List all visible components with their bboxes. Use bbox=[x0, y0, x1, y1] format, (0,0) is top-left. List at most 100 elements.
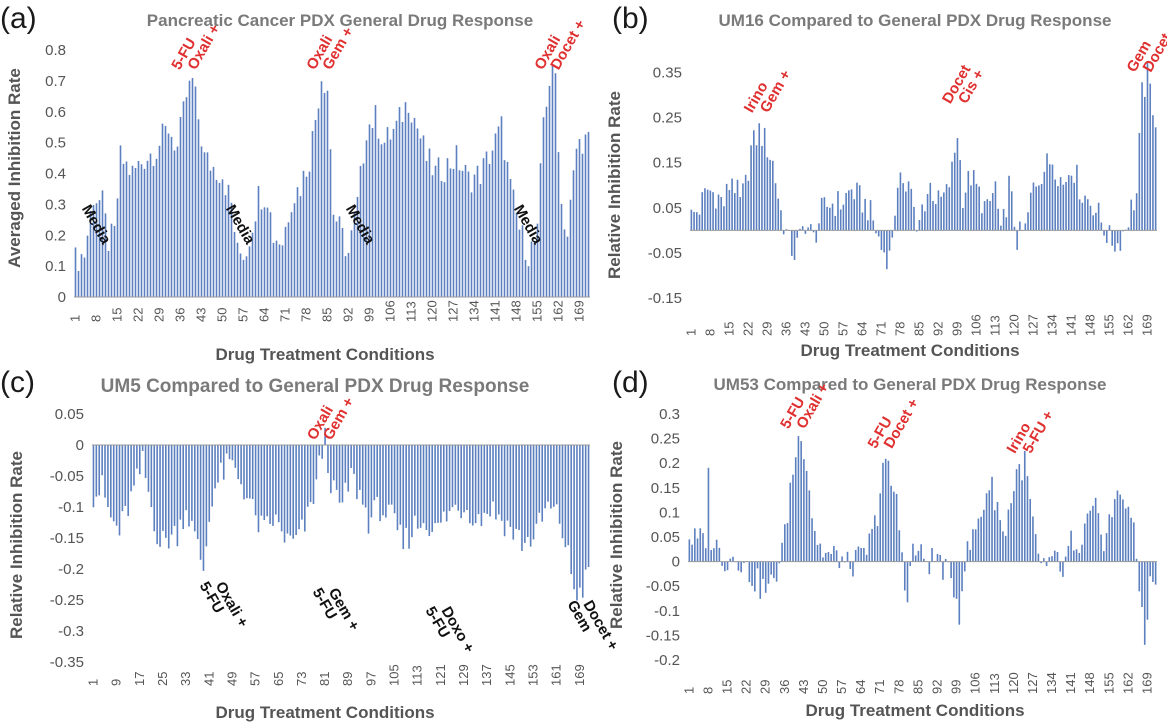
panel-c-bar bbox=[130, 445, 132, 492]
panel-a-x-tick: 64 bbox=[257, 308, 272, 322]
panel-d-bar bbox=[737, 561, 740, 571]
panel-d-bar bbox=[963, 561, 966, 572]
panel-b-bar bbox=[695, 212, 698, 231]
panel-c-bar bbox=[292, 445, 295, 539]
panel-a-bar bbox=[437, 157, 440, 297]
panel-c-bar bbox=[237, 445, 240, 480]
panel-b-bar bbox=[791, 230, 793, 256]
panel-c-x-tick: 129 bbox=[456, 664, 471, 686]
panel-d-bar bbox=[882, 462, 884, 562]
panel-d-bar bbox=[775, 561, 778, 582]
panel-b-bar bbox=[967, 170, 970, 231]
panel-c-bar bbox=[454, 445, 457, 505]
panel-b-bar bbox=[1005, 217, 1008, 231]
panel-b-bar bbox=[1016, 230, 1018, 250]
panel-b-y-tick: 0.35 bbox=[653, 65, 682, 82]
panel-d-bar bbox=[1081, 544, 1083, 562]
panel-c-bar bbox=[257, 445, 260, 533]
panel-c-x-tick: 41 bbox=[201, 672, 216, 686]
panel-b-bar bbox=[815, 230, 818, 243]
panel-d-bar bbox=[985, 493, 988, 562]
panel-d-bar bbox=[702, 533, 704, 562]
panel-b-bar bbox=[826, 206, 828, 231]
panel-c-x-tick: 73 bbox=[294, 672, 309, 686]
panel-a-bar bbox=[323, 92, 326, 297]
panel-d-bar bbox=[830, 553, 832, 562]
panel-a-bar bbox=[110, 223, 113, 297]
panel-d-bar bbox=[1141, 561, 1143, 607]
panel-b-bar bbox=[750, 145, 752, 231]
panel-a-x-tick: 141 bbox=[488, 300, 503, 322]
panel-d-bar bbox=[942, 561, 944, 580]
panel-b-x-tick: 29 bbox=[759, 322, 774, 336]
panel-d-bar bbox=[778, 561, 781, 564]
panel-a-bar bbox=[587, 131, 590, 297]
panel-d-x-tick: 43 bbox=[796, 680, 811, 694]
panel-c-bar bbox=[538, 445, 541, 513]
panel-b-bar bbox=[934, 204, 937, 231]
panel-c-x-axis-label: Drug Treatment Conditions bbox=[215, 703, 434, 722]
panel-a-bar bbox=[347, 252, 350, 297]
panel-a-bar bbox=[338, 216, 341, 297]
panel-b-bar bbox=[1130, 199, 1133, 231]
panel-d-bar bbox=[920, 544, 922, 562]
panel-d-bar bbox=[1135, 558, 1138, 562]
panel-a-bar bbox=[428, 148, 431, 297]
panel-a-label: (a) bbox=[0, 2, 37, 35]
panel-a-bar bbox=[377, 138, 380, 297]
panel-b-bar bbox=[1152, 115, 1154, 231]
panel-b-bar bbox=[755, 145, 758, 231]
panel-b-bar bbox=[818, 223, 820, 231]
panel-d-bar bbox=[1021, 480, 1023, 562]
panel-b-bar bbox=[1043, 171, 1046, 231]
panel-a-bar bbox=[353, 212, 356, 297]
panel-b-bar bbox=[701, 192, 704, 231]
panel-d-bar bbox=[732, 556, 734, 562]
panel-a-y-axis-label: Averaged Inhibition Rate bbox=[5, 68, 24, 268]
panel-b-y-ticks: -0.15 -0.05 0.05 0.15 0.25 0.35 bbox=[648, 65, 682, 307]
panel-c-bar bbox=[370, 445, 373, 518]
panel-c-bar bbox=[402, 445, 405, 550]
panel-a-bar bbox=[371, 128, 374, 297]
panel-d-bar bbox=[816, 544, 819, 562]
panel-c-bar bbox=[483, 445, 486, 513]
panel-b-bar bbox=[853, 199, 856, 231]
panel-c-y-tick: -0.2 bbox=[58, 561, 84, 578]
panel-b-bar bbox=[1024, 223, 1027, 231]
panel-a-bar bbox=[194, 86, 197, 297]
panel-d-bar bbox=[961, 561, 963, 592]
panel-b-bar bbox=[964, 192, 967, 231]
panel-a-x-tick: 127 bbox=[446, 300, 461, 322]
panel-c-bar bbox=[260, 445, 263, 516]
panel-a-y-tick: 0.4 bbox=[45, 166, 66, 183]
panel-d-bar bbox=[1124, 508, 1127, 562]
panel-a-bar bbox=[476, 165, 479, 297]
panel-d-bar bbox=[974, 529, 977, 562]
panel-c-bar bbox=[118, 445, 121, 536]
panel-c-bar bbox=[376, 445, 378, 497]
panel-a-bar bbox=[359, 165, 362, 297]
panel-b-bar bbox=[994, 181, 997, 231]
panel-c-bar bbox=[246, 445, 248, 499]
panel-d-bar bbox=[794, 457, 797, 562]
panel-d-bar bbox=[1078, 552, 1081, 562]
panel-b-bar bbox=[714, 208, 717, 231]
panel-d-bar bbox=[822, 557, 824, 562]
panel-a-bar bbox=[86, 235, 89, 297]
panel-c-bar bbox=[104, 445, 106, 498]
panel-a-bar bbox=[527, 266, 530, 297]
panel-d-bar bbox=[740, 561, 742, 573]
panel-b-bar bbox=[1114, 230, 1116, 252]
panel-a-bar bbox=[215, 179, 218, 297]
panel-a: (a) Pancreatic Cancer PDX General Drug R… bbox=[0, 2, 590, 364]
panel-d-bar bbox=[696, 538, 699, 562]
panel-c-bar bbox=[156, 445, 158, 545]
panel-b-bar bbox=[1029, 192, 1032, 231]
panel-a-bar bbox=[524, 259, 527, 297]
panel-d-x-axis-label: Drug Treatment Conditions bbox=[805, 701, 1024, 720]
panel-b-bar bbox=[1127, 227, 1130, 231]
panel-d-bar bbox=[707, 467, 710, 562]
panel-d-bar bbox=[1111, 517, 1113, 562]
panel-b-bar bbox=[848, 190, 850, 231]
